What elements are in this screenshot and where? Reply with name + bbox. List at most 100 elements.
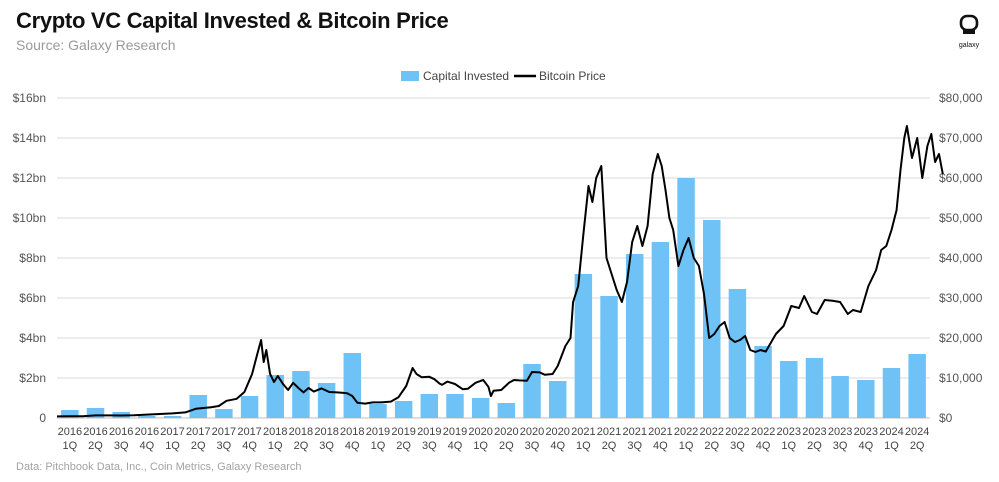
bar-capital-invested [548,381,567,418]
x-axis-quarter-label: 1Q [679,440,694,452]
x-axis-quarter-label: 1Q [371,440,386,452]
bar-capital-invested [189,395,207,418]
x-axis-year-label: 2021 [597,426,621,438]
x-axis-year-label: 2016 [109,426,133,438]
x-axis-quarter-label: 2Q [88,440,103,452]
bar-capital-invested [754,346,772,418]
x-axis-quarter-label: 2Q [499,440,514,452]
x-axis-quarter-label: 3Q [627,440,642,452]
galaxy-logo: galaxy [951,14,987,49]
right-axis-tick-label: $10,000 [939,371,983,385]
x-axis-year-label: 2017 [212,426,236,438]
right-axis-tick-label: $80,000 [939,91,983,105]
x-axis-quarter-label: 4Q [858,440,873,452]
bar-capital-invested [446,394,464,418]
x-axis-year-label: 2022 [674,426,698,438]
bar-capital-invested [780,361,798,418]
x-axis-year-label: 2023 [828,426,852,438]
x-axis-quarter-label: 4Q [756,440,771,452]
x-axis-quarter-label: 3Q [114,440,129,452]
x-axis-year-label: 2018 [340,426,364,438]
left-axis-tick-label: $4bn [19,331,46,345]
bar-capital-invested [523,364,541,418]
x-axis-year-label: 2023 [802,426,826,438]
galaxy-logo-icon [959,14,979,34]
x-axis-quarter-label: 1Q [165,440,180,452]
x-axis-year-label: 2023 [777,426,801,438]
bar-capital-invested [882,368,901,418]
x-axis-quarter-label: 1Q [576,440,591,452]
x-axis-year-label: 2024 [879,426,903,438]
bar-capital-invested [138,416,156,418]
x-axis-year-label: 2019 [417,426,441,438]
bar-capital-invested [600,296,618,418]
x-axis-year-label: 2017 [160,426,184,438]
left-axis-tick-label: 0 [39,411,46,425]
left-axis-tick-label: $16bn [13,91,46,105]
x-axis-quarter-label: 4Q [345,440,360,452]
bar-capital-invested [86,408,105,418]
right-axis-tick-label: $30,000 [939,291,983,305]
x-axis-quarter-label: 2Q [396,440,411,452]
x-axis-quarter-label: 3Q [525,440,540,452]
x-axis-year-label: 2017 [237,426,261,438]
right-axis-tick-label: $40,000 [939,251,983,265]
bar-capital-invested [574,274,593,418]
x-axis-quarter-label: 1Q [473,440,488,452]
bar-capital-invested [369,404,387,418]
x-axis-year-label: 2021 [648,426,672,438]
x-axis-quarter-label: 2Q [807,440,822,452]
x-axis-year-label: 2021 [571,426,595,438]
bar-capital-invested [292,371,310,418]
bar-capital-invested [266,375,284,418]
x-axis-quarter-label: 1Q [268,440,283,452]
x-axis-quarter-label: 3Q [319,440,334,452]
bar-capital-invested [651,242,670,418]
bar-capital-invested [703,220,721,418]
galaxy-logo-text: galaxy [958,42,980,49]
bar-capital-invested [625,254,644,418]
left-axis-tick-label: $6bn [19,291,46,305]
legend-swatch-capital-invested [401,71,419,81]
x-axis-quarter-label: 4Q [550,440,565,452]
x-axis-year-label: 2019 [391,426,415,438]
x-axis-year-label: 2018 [314,426,338,438]
chart-title: Crypto VC Capital Invested & Bitcoin Pri… [16,8,449,33]
bar-capital-invested [908,354,926,418]
legend-label-capital-invested: Capital Invested [423,69,509,83]
bar-capital-invested [805,358,824,418]
right-axis-tick-label: $50,000 [939,211,983,225]
x-axis-quarter-label: 4Q [448,440,463,452]
x-axis-year-label: 2016 [135,426,159,438]
x-axis-year-label: 2016 [58,426,82,438]
bar-capital-invested [240,396,259,418]
left-axis-tick-label: $8bn [19,251,46,265]
line-bitcoin-price [56,125,944,418]
x-axis-quarter-label: 4Q [653,440,668,452]
x-axis-quarter-label: 2Q [704,440,719,452]
bar-capital-invested [394,401,413,418]
bar-capital-invested [61,410,79,418]
x-axis-year-label: 2020 [468,426,492,438]
x-axis-quarter-label: 3Q [422,440,437,452]
x-axis-year-label: 2019 [366,426,390,438]
bar-capital-invested [215,409,233,418]
x-axis-year-label: 2020 [494,426,518,438]
bar-capital-invested [471,398,490,418]
x-axis-quarter-label: 4Q [140,440,155,452]
x-axis-quarter-label: 3Q [217,440,232,452]
x-axis-year-label: 2023 [854,426,878,438]
x-axis-quarter-label: 2Q [191,440,206,452]
x-axis-quarter-label: 2Q [910,440,925,452]
left-axis-tick-label: $10bn [13,211,46,225]
bar-capital-invested [831,376,849,418]
left-axis-tick-label: $14bn [13,131,46,145]
x-axis-year-label: 2019 [443,426,467,438]
chart-subtitle: Source: Galaxy Research [16,37,176,53]
x-axis-year-label: 2021 [622,426,646,438]
left-axis-tick-label: $2bn [19,371,46,385]
bar-capital-invested [728,289,747,418]
left-axis-tick-label: $12bn [13,171,46,185]
right-axis-tick-label: $20,000 [939,331,983,345]
